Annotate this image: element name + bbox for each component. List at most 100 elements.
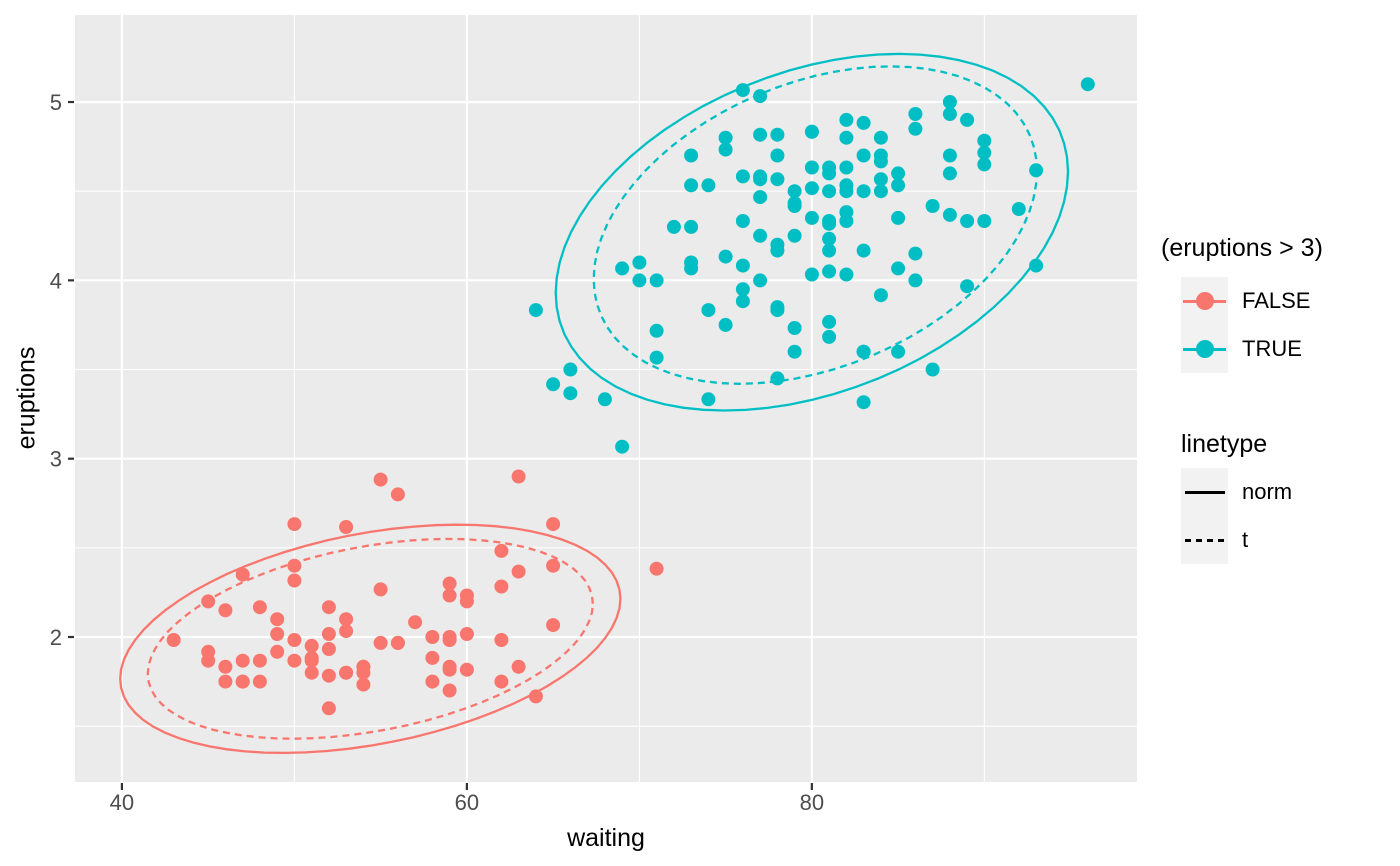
legend-label-false: FALSE — [1242, 288, 1311, 313]
data-point — [770, 243, 785, 258]
data-point — [339, 665, 354, 680]
data-point — [287, 558, 302, 573]
data-point — [528, 303, 543, 318]
data-point — [373, 472, 388, 487]
data-point — [960, 112, 975, 127]
data-point — [735, 282, 750, 297]
data-point — [442, 588, 457, 603]
data-point — [252, 600, 267, 615]
data-point — [925, 362, 940, 377]
data-point — [873, 288, 888, 303]
data-point — [787, 228, 802, 243]
y-tick-label: 4 — [50, 268, 62, 293]
data-point — [908, 121, 923, 136]
legend-key-true — [1181, 325, 1228, 373]
data-point — [839, 160, 854, 175]
data-point — [804, 124, 819, 139]
data-point — [684, 219, 699, 234]
data-point — [649, 350, 664, 365]
data-point — [321, 600, 336, 615]
data-point — [839, 205, 854, 220]
data-point — [839, 130, 854, 145]
data-point — [235, 567, 250, 582]
data-point — [339, 612, 354, 627]
legend-label-norm: norm — [1242, 479, 1293, 504]
data-point — [442, 683, 457, 698]
data-point — [201, 653, 216, 668]
data-point — [546, 517, 561, 532]
legend-color-title: (eruptions > 3) — [1161, 234, 1323, 262]
data-point — [822, 243, 837, 258]
data-point — [494, 579, 509, 594]
x-tick-label: 60 — [455, 790, 479, 815]
data-point — [804, 210, 819, 225]
data-point — [942, 95, 957, 109]
data-point — [494, 543, 509, 558]
data-point — [891, 261, 906, 276]
data-point — [218, 603, 233, 618]
data-point — [856, 395, 871, 410]
data-point — [321, 701, 336, 716]
data-point — [321, 627, 336, 641]
data-point — [494, 674, 509, 689]
data-point — [218, 674, 233, 689]
data-point — [908, 246, 923, 261]
data-point — [511, 564, 526, 579]
data-point — [546, 618, 561, 633]
data-point — [597, 392, 612, 407]
data-point — [1080, 77, 1095, 92]
data-point — [287, 573, 302, 588]
data-point — [891, 178, 906, 193]
data-point — [511, 659, 526, 674]
data-point — [649, 323, 664, 338]
data-point — [390, 487, 405, 502]
data-point — [270, 627, 285, 641]
data-point — [546, 377, 561, 392]
data-point — [804, 267, 819, 282]
data-point — [804, 181, 819, 196]
points-true — [528, 77, 1095, 454]
data-point — [270, 644, 285, 659]
data-point — [442, 662, 457, 677]
data-point — [321, 642, 336, 656]
legend-label-t: t — [1242, 527, 1249, 552]
data-point — [339, 520, 354, 534]
data-point — [839, 112, 854, 127]
data-point — [735, 258, 750, 273]
y-axis-title: eruptions — [12, 346, 41, 450]
data-point — [856, 115, 871, 130]
data-point — [873, 130, 888, 145]
data-point — [908, 107, 923, 121]
x-tick-label: 80 — [800, 790, 824, 815]
data-point — [942, 107, 957, 121]
data-point — [873, 184, 888, 199]
data-point — [822, 329, 837, 344]
data-point — [891, 210, 906, 225]
y-tick-label: 3 — [50, 447, 62, 472]
legend-key-t — [1181, 516, 1228, 564]
data-point — [856, 148, 871, 163]
data-point — [304, 650, 319, 665]
data-point — [822, 314, 837, 329]
data-point — [684, 178, 699, 193]
data-point — [684, 255, 699, 270]
data-point — [511, 469, 526, 484]
data-point — [666, 219, 681, 234]
legend-linetype-title: linetype — [1181, 430, 1268, 458]
data-point — [649, 273, 664, 288]
data-point — [1029, 258, 1044, 273]
data-point — [287, 633, 302, 647]
data-point — [425, 650, 440, 665]
true-point-icon — [1195, 340, 1214, 358]
data-point — [942, 166, 957, 181]
data-point — [442, 633, 457, 647]
data-point — [753, 190, 768, 205]
data-point — [373, 582, 388, 597]
data-point — [425, 674, 440, 689]
data-point — [977, 133, 992, 148]
data-point — [632, 273, 647, 288]
data-point — [304, 638, 319, 653]
data-point — [235, 653, 250, 668]
